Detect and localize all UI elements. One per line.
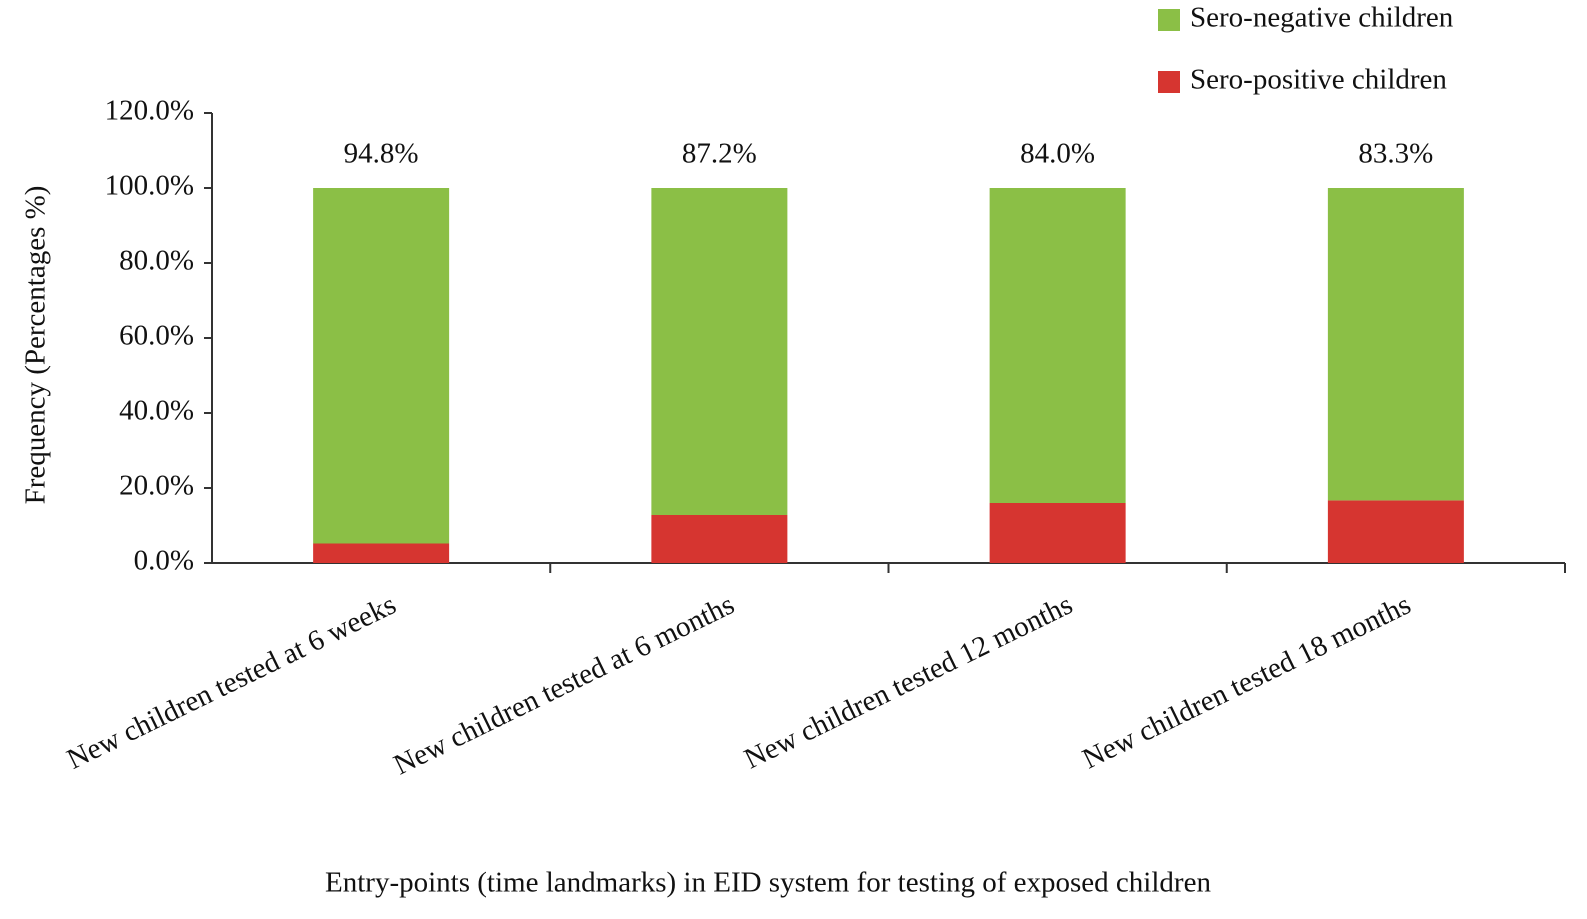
bar-segment xyxy=(1327,188,1464,501)
value-label: 83.3% xyxy=(1358,138,1433,170)
y-tick-label: 120.0% xyxy=(105,95,194,127)
y-axis-title: Frequency (Percentages %) xyxy=(20,186,52,505)
y-tick-label: 80.0% xyxy=(119,245,194,277)
bar-segment xyxy=(313,188,450,544)
value-label: 84.0% xyxy=(1020,138,1095,170)
value-label: 87.2% xyxy=(682,138,757,170)
value-label: 94.8% xyxy=(344,138,419,170)
bar-segment xyxy=(1327,500,1464,563)
x-tick-label: New children tested 12 months xyxy=(739,589,1077,776)
legend-label: Sero-positive children xyxy=(1190,64,1447,96)
x-tick-label: New children tested at 6 weeks xyxy=(62,589,401,776)
legend-label: Sero-negative children xyxy=(1190,2,1454,34)
x-axis-title: Entry-points (time landmarks) in EID sys… xyxy=(325,867,1211,899)
x-tick-label: New children tested 18 months xyxy=(1078,589,1416,776)
bar-segment xyxy=(651,515,788,563)
y-tick-label: 40.0% xyxy=(119,395,194,427)
bar-segment xyxy=(989,188,1126,503)
legend-swatch xyxy=(1158,71,1180,93)
y-tick-label: 20.0% xyxy=(119,470,194,502)
bar-segment xyxy=(989,503,1126,563)
y-tick-label: 100.0% xyxy=(105,170,194,202)
bar-segment xyxy=(313,543,450,563)
legend-swatch xyxy=(1158,9,1180,31)
x-tick-label: New children tested at 6 months xyxy=(389,589,740,782)
bar-segment xyxy=(651,188,788,515)
y-tick-label: 60.0% xyxy=(119,320,194,352)
y-tick-label: 0.0% xyxy=(134,545,194,577)
